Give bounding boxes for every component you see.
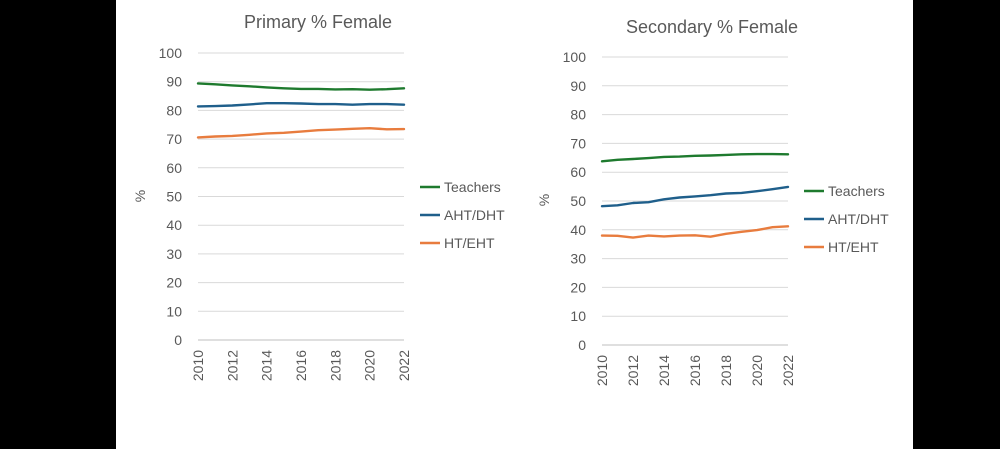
y-tick-label: 40 — [570, 222, 586, 238]
y-tick-label: 20 — [570, 279, 586, 295]
legend-label: AHT/DHT — [444, 207, 505, 223]
y-tick-label: 10 — [570, 308, 586, 324]
y-axis-label: % — [132, 190, 148, 202]
y-tick-label: 70 — [570, 135, 586, 151]
series-line-ht-eht — [600, 225, 790, 239]
y-tick-label: 0 — [578, 337, 586, 353]
x-tick-label: 2014 — [259, 350, 275, 381]
y-tick-label: 80 — [166, 102, 182, 118]
y-tick-label: 30 — [166, 246, 182, 262]
y-tick-label: 100 — [159, 45, 183, 61]
y-tick-label: 0 — [174, 332, 182, 348]
y-tick-label: 40 — [166, 217, 182, 233]
y-axis-label: % — [536, 194, 552, 206]
x-tick-label: 2020 — [362, 350, 378, 381]
series-line-aht-dht — [196, 101, 406, 108]
series-line-teachers — [196, 82, 406, 91]
y-tick-label: 50 — [166, 189, 182, 205]
series-line-aht-dht — [600, 185, 790, 208]
x-tick-label: 2018 — [718, 355, 734, 386]
x-tick-label: 2012 — [224, 350, 240, 381]
y-tick-label: 70 — [166, 131, 182, 147]
legend-label: HT/EHT — [828, 239, 879, 255]
x-tick-label: 2022 — [396, 350, 412, 381]
y-tick-label: 100 — [563, 49, 587, 65]
chart-background — [116, 0, 913, 449]
y-tick-label: 30 — [570, 251, 586, 267]
y-tick-label: 80 — [570, 107, 586, 123]
x-tick-label: 2010 — [190, 350, 206, 381]
y-tick-label: 60 — [166, 160, 182, 176]
x-tick-label: 2022 — [780, 355, 796, 386]
primary-chart: Primary % Female % 0 10 20 30 40 50 60 70 80 90 10… — [132, 12, 505, 381]
y-tick-label: 60 — [570, 164, 586, 180]
x-tick-label: 2020 — [749, 355, 765, 386]
legend-label: AHT/DHT — [828, 211, 889, 227]
secondary-chart: Secondary % Female % 0 10 20 30 40 50 60 70 80 90… — [536, 17, 889, 386]
x-tick-label: 2016 — [293, 350, 309, 381]
y-tick-label: 10 — [166, 303, 182, 319]
series-line-teachers — [600, 152, 790, 163]
chart-title: Primary % Female — [244, 12, 392, 32]
legend-label: Teachers — [828, 183, 885, 199]
x-tick-label: 2016 — [687, 355, 703, 386]
x-tick-label: 2014 — [656, 355, 672, 386]
chart-title: Secondary % Female — [626, 17, 798, 37]
x-tick-label: 2010 — [594, 355, 610, 386]
x-tick-label: 2012 — [625, 355, 641, 386]
y-tick-label: 90 — [570, 78, 586, 94]
y-tick-label: 90 — [166, 74, 182, 90]
legend-label: HT/EHT — [444, 235, 495, 251]
x-tick-label: 2018 — [327, 350, 343, 381]
y-tick-label: 20 — [166, 275, 182, 291]
y-tick-label: 50 — [570, 193, 586, 209]
series-line-ht-eht — [196, 126, 406, 139]
legend-label: Teachers — [444, 179, 501, 195]
